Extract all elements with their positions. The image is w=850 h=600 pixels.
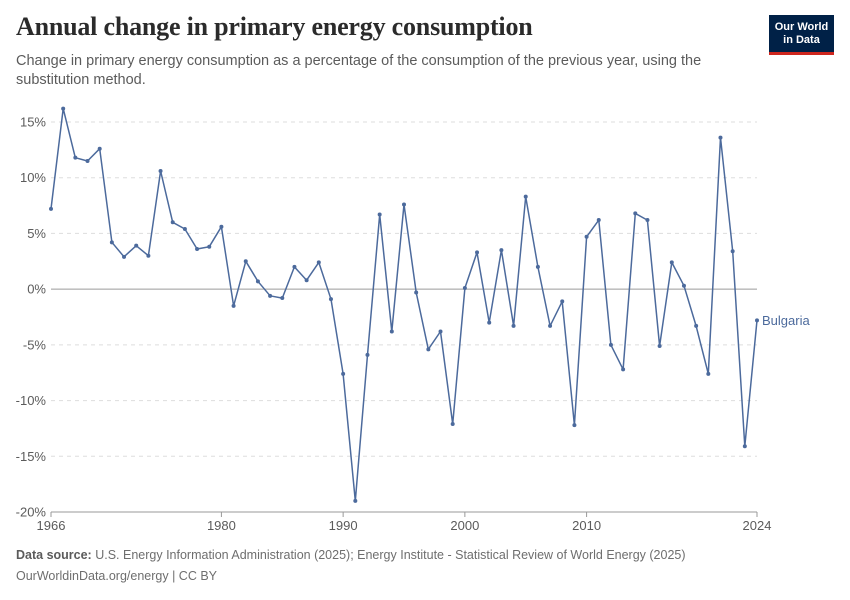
data-source-text: U.S. Energy Information Administration (… [95, 548, 686, 562]
data-point[interactable] [304, 278, 309, 283]
data-point[interactable] [438, 329, 443, 334]
data-point[interactable] [523, 194, 528, 199]
data-point[interactable] [755, 318, 759, 323]
data-point[interactable] [608, 342, 613, 347]
data-point[interactable] [219, 224, 224, 229]
data-point[interactable] [596, 218, 601, 223]
data-point[interactable] [207, 244, 212, 249]
data-point[interactable] [97, 146, 102, 151]
data-point[interactable] [742, 444, 747, 449]
data-point[interactable] [584, 234, 589, 239]
data-point[interactable] [268, 293, 273, 298]
data-point[interactable] [195, 247, 200, 252]
series-line-bulgaria[interactable] [50, 107, 758, 502]
y-axis-labels: -20% -15% -10% -5% 0% 5% 10% 15% [16, 115, 47, 520]
chart-title: Annual change in primary energy consumpt… [16, 12, 533, 41]
data-point[interactable] [73, 155, 78, 160]
data-point[interactable] [61, 106, 66, 111]
series-label[interactable]: Bulgaria [762, 313, 810, 328]
data-point[interactable] [158, 169, 163, 174]
data-point[interactable] [231, 303, 236, 308]
data-point[interactable] [353, 498, 358, 503]
data-point[interactable] [535, 264, 540, 269]
x-tick-label: 2000 [450, 518, 479, 533]
data-point[interactable] [182, 226, 187, 231]
data-point[interactable] [243, 259, 248, 264]
data-point[interactable] [328, 297, 333, 302]
y-tick-label: 10% [20, 170, 46, 185]
data-point[interactable] [170, 220, 175, 225]
data-point[interactable] [730, 249, 735, 254]
data-point[interactable] [280, 296, 285, 301]
y-grid [51, 121, 757, 457]
data-point[interactable] [621, 367, 626, 372]
data-point[interactable] [645, 218, 650, 223]
data-point[interactable] [109, 240, 114, 245]
data-point[interactable] [511, 323, 516, 328]
y-tick-label: 5% [27, 226, 46, 241]
credit-line[interactable]: OurWorldinData.org/energy | CC BY [16, 569, 218, 583]
data-point[interactable] [548, 323, 553, 328]
x-axis: 1966 1980 1990 2000 2010 2024 [37, 511, 772, 533]
y-tick-label: -5% [23, 337, 47, 352]
data-point[interactable] [487, 320, 492, 325]
y-tick-label: -10% [16, 393, 47, 408]
data-point[interactable] [572, 423, 577, 428]
data-point[interactable] [475, 250, 480, 255]
data-point[interactable] [426, 347, 431, 352]
data-point[interactable] [255, 279, 260, 284]
x-tick-label: 2010 [572, 518, 601, 533]
data-source-label: Data source: [16, 548, 92, 562]
data-point[interactable] [560, 299, 565, 304]
x-tick-label: 1990 [329, 518, 358, 533]
data-point[interactable] [633, 211, 638, 216]
data-point[interactable] [669, 260, 674, 265]
data-point[interactable] [694, 323, 699, 328]
x-tick-label: 1980 [207, 518, 236, 533]
data-point[interactable] [292, 264, 297, 269]
data-point[interactable] [718, 135, 723, 140]
x-tick-label: 2024 [743, 518, 772, 533]
data-point[interactable] [49, 206, 53, 211]
data-source: Data source: U.S. Energy Information Adm… [16, 548, 686, 562]
logo-line-2: in Data [783, 33, 820, 46]
data-point[interactable] [706, 371, 711, 376]
logo-line-1: Our World [774, 21, 829, 33]
data-point[interactable] [414, 290, 419, 295]
data-point[interactable] [341, 371, 346, 376]
data-point[interactable] [657, 343, 662, 348]
owid-logo[interactable]: Our World in Data [769, 15, 834, 55]
y-tick-label: 0% [27, 282, 46, 297]
data-point[interactable] [146, 253, 151, 258]
data-point[interactable] [134, 243, 139, 248]
data-point[interactable] [499, 248, 504, 253]
data-point[interactable] [316, 260, 321, 265]
data-point[interactable] [450, 421, 455, 426]
y-tick-label: -15% [16, 449, 47, 464]
data-point[interactable] [365, 352, 370, 357]
chart-subtitle: Change in primary energy consumption as … [16, 53, 702, 88]
data-point[interactable] [681, 283, 686, 288]
data-point[interactable] [122, 254, 127, 259]
data-point[interactable] [389, 329, 394, 334]
data-point[interactable] [85, 159, 90, 163]
y-tick-label: -20% [16, 505, 47, 520]
data-point[interactable] [377, 212, 382, 217]
x-tick-label: 1966 [37, 518, 66, 533]
data-point[interactable] [462, 286, 467, 291]
y-tick-label: 15% [20, 115, 46, 130]
data-point[interactable] [402, 202, 406, 207]
series-line-group: Bulgaria [49, 106, 810, 503]
